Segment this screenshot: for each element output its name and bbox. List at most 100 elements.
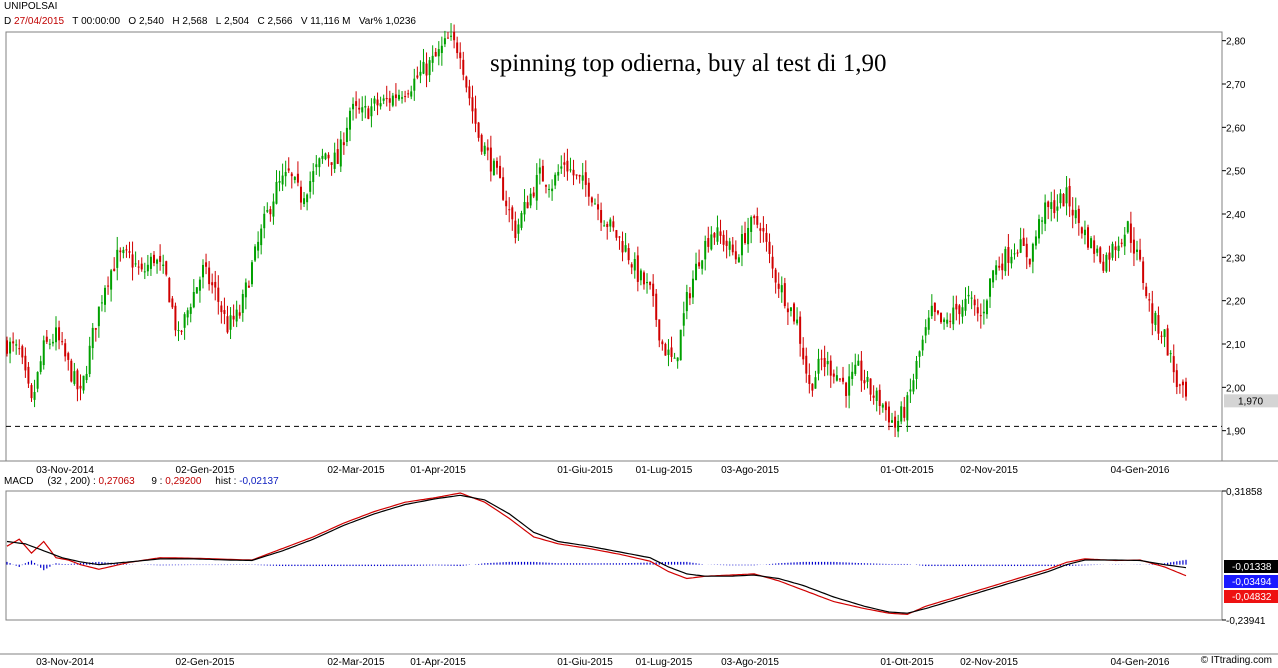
candle: [336, 138, 339, 165]
candle: [835, 366, 838, 382]
candle: [122, 246, 125, 259]
candle-body: [1074, 210, 1077, 219]
quote-volume-label: V: [300, 16, 308, 27]
candle: [1010, 249, 1013, 269]
candle-body: [707, 238, 710, 247]
candle: [183, 312, 186, 340]
macd-value-label: -0,03494: [1232, 577, 1272, 588]
candle-body: [486, 147, 489, 151]
quote-high-label: H: [172, 16, 180, 27]
candle: [992, 269, 995, 288]
candle-body: [18, 348, 21, 350]
candle: [707, 226, 710, 253]
candle: [970, 291, 973, 310]
macd-y-tick-label: 0,31858: [1226, 487, 1263, 498]
candle-body: [958, 305, 961, 315]
candle: [1025, 237, 1028, 270]
candle: [796, 307, 799, 326]
candle: [1065, 175, 1068, 216]
candle: [921, 335, 924, 356]
candle-body: [223, 310, 226, 314]
candle-body: [107, 285, 110, 287]
candle-body: [290, 173, 293, 177]
candle: [474, 95, 477, 133]
candle: [685, 284, 688, 320]
candle: [909, 378, 912, 403]
candle: [805, 347, 808, 383]
candle-body: [1172, 356, 1175, 373]
candle-body: [936, 310, 939, 314]
candle: [1031, 242, 1034, 274]
candle: [97, 306, 100, 338]
candle: [1126, 220, 1129, 234]
candle-body: [45, 336, 48, 342]
candle-body: [1132, 239, 1135, 254]
candle-body: [492, 160, 495, 176]
candle-body: [211, 282, 214, 286]
candle: [1169, 350, 1172, 363]
candle-body: [1136, 249, 1139, 252]
candle: [391, 92, 394, 108]
candle-body: [780, 285, 783, 293]
candle-body: [91, 327, 94, 349]
candle-body: [566, 160, 569, 172]
candle: [275, 170, 278, 205]
quote-close-label: C: [257, 16, 265, 27]
candle-body: [1090, 238, 1093, 249]
macd-hist-label: hist :: [215, 476, 237, 487]
candle-body: [863, 380, 866, 384]
macd-x-tick-label: 01-Lug-2015: [636, 657, 693, 668]
candle: [88, 336, 91, 378]
candle-body: [737, 257, 740, 263]
candle-body: [909, 389, 912, 392]
macd-header: MACD (32 , 200) : 0,27063 9 : 0,29200 hi…: [4, 476, 279, 487]
candle-body: [808, 374, 811, 384]
candle: [1022, 228, 1025, 246]
candle-body: [1065, 187, 1068, 204]
candle: [587, 177, 590, 206]
candle-body: [122, 249, 125, 254]
candle: [492, 158, 495, 176]
candle: [361, 96, 364, 122]
candle-body: [1041, 220, 1044, 222]
candle-body: [180, 330, 183, 332]
candle-body: [195, 287, 198, 294]
candle: [1071, 197, 1074, 229]
candle: [321, 148, 324, 164]
candle-body: [48, 343, 51, 345]
candle-body: [67, 353, 70, 360]
candle: [79, 374, 82, 401]
candle-body: [345, 127, 348, 143]
candle-body: [998, 265, 1001, 268]
candle: [1123, 227, 1126, 255]
price-y-tick-label: 2,40: [1226, 210, 1246, 221]
candle: [940, 312, 943, 325]
candle-body: [269, 209, 272, 215]
candle-body: [229, 315, 232, 330]
candle-body: [1038, 219, 1041, 239]
candle: [232, 304, 235, 327]
candle-body: [413, 78, 416, 91]
candle-body: [103, 287, 106, 305]
macd-panel: 03-Nov-2014 02-Gen-2015 02-Mar-2015 01-Apr-…: [0, 487, 1278, 668]
candle: [342, 132, 345, 155]
candle-body: [679, 329, 682, 361]
candle-body: [97, 306, 100, 327]
macd-name: MACD: [4, 476, 34, 487]
candle-body: [260, 228, 263, 246]
candle-body: [355, 101, 358, 106]
candle-body: [1154, 312, 1157, 325]
candle: [419, 60, 422, 84]
candle: [247, 280, 250, 288]
candle-body: [171, 298, 174, 308]
candle: [198, 276, 201, 303]
candle: [679, 329, 682, 361]
candle: [771, 245, 774, 279]
candle: [107, 276, 110, 295]
candle: [713, 231, 716, 245]
candle-body: [627, 248, 630, 261]
candle-body: [1028, 258, 1031, 265]
candle: [1117, 236, 1120, 259]
candle: [459, 42, 462, 70]
candle-body: [838, 378, 841, 380]
